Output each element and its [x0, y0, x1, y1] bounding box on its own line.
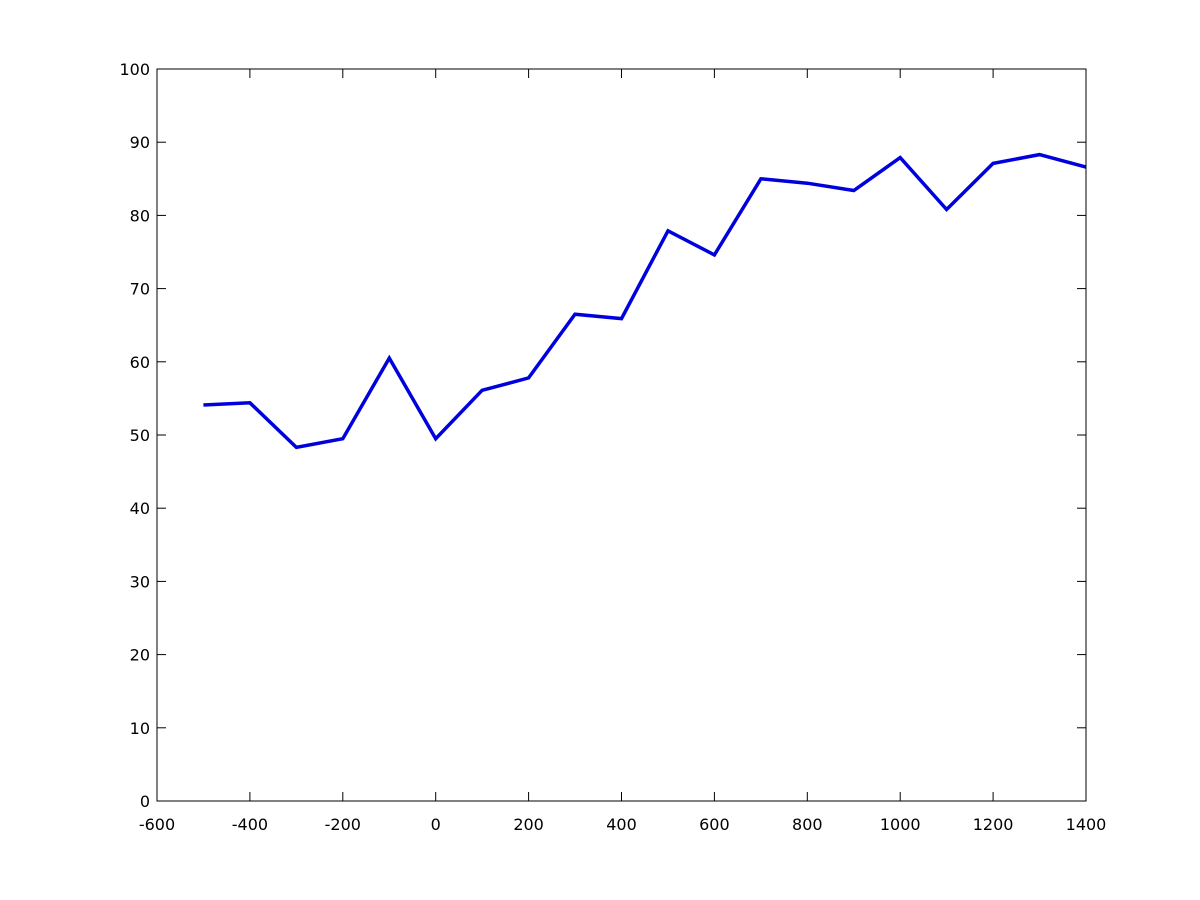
x-tick-label: 0: [431, 815, 441, 834]
x-tick-label: -200: [325, 815, 361, 834]
x-tick-label: -600: [139, 815, 175, 834]
y-tick-label: 80: [130, 206, 150, 225]
series-line: [203, 152, 1087, 450]
x-tick-label: -400: [232, 815, 268, 834]
y-tick-label: 50: [130, 426, 150, 445]
x-tick-label: 600: [699, 815, 730, 834]
y-tick-label: 100: [119, 60, 150, 79]
x-tick-label: 200: [513, 815, 544, 834]
series-lines: [203, 152, 1087, 450]
y-tick-label: 70: [130, 280, 150, 299]
plot-frame: [156, 68, 1087, 802]
tick-marks: [156, 68, 1087, 802]
y-tick-label: 30: [130, 572, 150, 591]
y-tick-labels: 0 10 20 30 40 50 60 70 80 90 100: [119, 60, 150, 811]
y-tick-label: 60: [130, 353, 150, 372]
y-tick-label: 40: [130, 499, 150, 518]
x-tick-label: 400: [606, 815, 637, 834]
y-tick-label: 10: [130, 719, 150, 738]
x-tick-label: 1000: [880, 815, 921, 834]
x-tick-label: 1200: [973, 815, 1014, 834]
x-tick-label: 800: [792, 815, 823, 834]
y-tick-label: 0: [140, 792, 150, 811]
x-tick-label: 1400: [1066, 815, 1107, 834]
x-tick-labels: -600 -400 -200 0 200 400 600 800 1000 1200 1400: [139, 815, 1107, 834]
y-tick-label: 20: [130, 646, 150, 665]
y-tick-label: 90: [130, 133, 150, 152]
